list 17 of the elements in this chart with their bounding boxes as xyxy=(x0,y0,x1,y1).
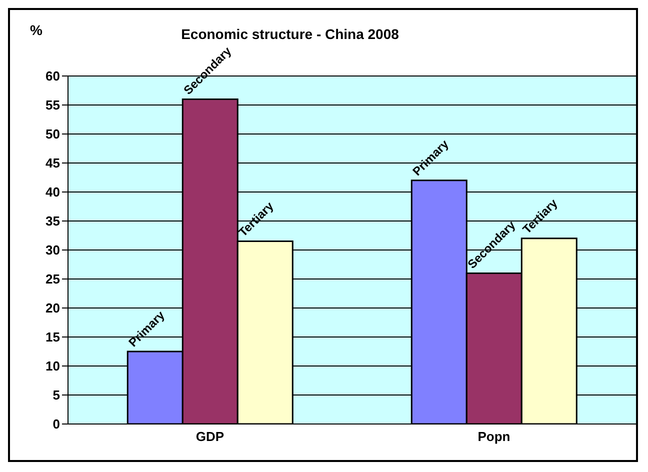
y-tick-label: 25 xyxy=(46,272,60,287)
y-tick-label: 60 xyxy=(46,68,60,84)
y-tick-label: 35 xyxy=(46,214,60,229)
y-tick-label: 30 xyxy=(46,242,60,258)
y-tick-label: 40 xyxy=(46,184,60,200)
x-tick-label: Popn xyxy=(478,429,510,444)
y-tick-label: 10 xyxy=(46,358,60,374)
y-tick-label: 45 xyxy=(46,156,60,171)
y-tick-label: 55 xyxy=(46,98,60,113)
y-tick-label: 5 xyxy=(52,388,60,403)
y-axis-title: % xyxy=(30,22,42,38)
y-tick-label: 0 xyxy=(52,416,60,432)
y-tick-label: 50 xyxy=(46,126,60,142)
y-tick-label: 15 xyxy=(46,330,60,345)
x-tick-label: GDP xyxy=(196,429,224,444)
y-tick-label: 20 xyxy=(46,300,60,316)
chart-title: Economic structure - China 2008 xyxy=(181,26,399,42)
